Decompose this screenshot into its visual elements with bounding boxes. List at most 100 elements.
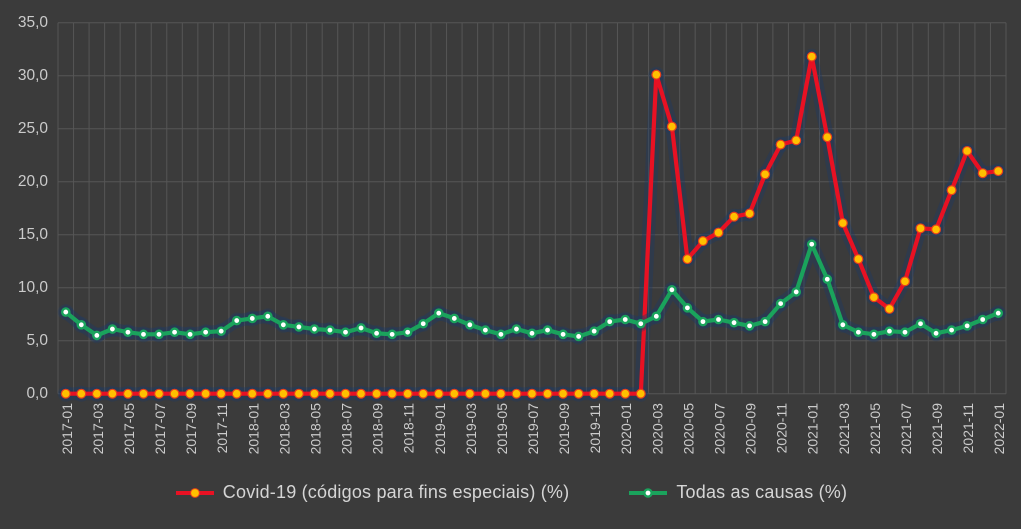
x-axis-tick-label: 2017-01 xyxy=(59,403,75,455)
y-axis-tick-label: 20,0 xyxy=(18,173,49,190)
x-axis-tick-label: 2018-03 xyxy=(276,403,292,455)
x-axis-tick-label: 2017-07 xyxy=(152,403,168,455)
x-axis-tick-label: 2020-05 xyxy=(680,403,696,455)
data-point-marker xyxy=(371,388,382,399)
data-point-marker xyxy=(309,388,320,399)
data-point-marker xyxy=(154,388,165,399)
data-point-marker xyxy=(527,328,537,339)
x-axis-tick-label: 2020-09 xyxy=(743,403,759,455)
data-point-marker xyxy=(682,254,693,265)
data-point-marker xyxy=(682,303,693,313)
data-point-marker xyxy=(853,254,864,265)
x-axis-tick-label: 2020-03 xyxy=(649,403,665,455)
x-axis-tick-label: 2019-05 xyxy=(494,403,510,455)
data-point-marker xyxy=(480,325,491,335)
data-point-marker xyxy=(946,325,957,335)
legend-item-todas: Todas as causas (%) xyxy=(627,482,847,503)
x-axis-tick-label: 2017-03 xyxy=(90,403,106,455)
data-point-marker xyxy=(667,285,677,295)
data-point-marker xyxy=(573,388,584,399)
data-point-marker xyxy=(822,132,833,143)
data-point-marker xyxy=(666,121,677,132)
data-point-marker xyxy=(122,388,133,399)
data-point-marker xyxy=(76,319,87,330)
data-point-marker xyxy=(868,292,879,303)
data-point-marker xyxy=(418,388,429,399)
data-point-marker xyxy=(231,315,242,326)
legend-label-covid: Covid-19 (códigos para fins especiais) (… xyxy=(222,482,570,502)
data-point-marker xyxy=(962,321,972,331)
data-point-marker xyxy=(651,311,662,322)
data-point-marker xyxy=(837,218,848,229)
data-point-marker xyxy=(729,317,739,328)
data-point-marker xyxy=(325,325,335,335)
data-point-marker xyxy=(371,328,382,339)
data-point-marker xyxy=(558,329,568,340)
data-point-marker xyxy=(775,139,786,150)
data-point-marker xyxy=(931,224,942,235)
x-axis-tick-label: 2018-11 xyxy=(401,403,417,454)
y-axis-tick-label: 10,0 xyxy=(18,279,49,296)
data-point-marker xyxy=(806,239,817,250)
data-point-marker xyxy=(200,388,211,399)
data-point-marker xyxy=(915,223,926,234)
data-point-marker xyxy=(107,388,118,399)
data-point-marker xyxy=(558,388,569,399)
data-point-marker xyxy=(744,208,755,219)
data-point-marker xyxy=(169,388,180,399)
data-point-marker xyxy=(278,319,289,330)
x-axis-tick-label: 2019-07 xyxy=(525,403,541,455)
data-point-marker xyxy=(542,388,553,399)
data-point-marker xyxy=(495,388,506,399)
x-axis-tick-label: 2017-05 xyxy=(121,403,137,455)
data-point-marker xyxy=(573,331,584,342)
data-point-marker xyxy=(60,388,71,399)
data-point-marker xyxy=(791,287,801,297)
data-point-marker xyxy=(123,327,133,338)
data-point-marker xyxy=(154,329,164,340)
data-point-marker xyxy=(91,388,102,399)
data-point-marker xyxy=(185,388,196,399)
y-axis-tick-label: 5,0 xyxy=(26,332,48,349)
data-point-marker xyxy=(884,326,895,336)
data-point-marker xyxy=(433,308,444,318)
data-point-marker xyxy=(278,388,289,399)
data-point-marker xyxy=(713,314,724,325)
data-point-marker xyxy=(294,322,304,332)
data-point-marker xyxy=(340,388,351,399)
data-point-marker xyxy=(169,327,180,338)
x-axis-tick-label: 2019-03 xyxy=(463,403,479,455)
data-point-marker xyxy=(293,388,304,399)
data-point-marker xyxy=(324,388,335,399)
data-point-marker xyxy=(744,321,755,331)
data-point-marker xyxy=(713,227,724,238)
x-axis-tick-label: 2017-09 xyxy=(183,403,199,455)
data-point-marker xyxy=(884,303,895,314)
data-point-marker xyxy=(899,276,910,287)
data-point-marker xyxy=(853,327,864,338)
x-axis-tick-label: 2020-11 xyxy=(774,403,790,454)
data-point-marker xyxy=(511,324,522,334)
data-point-marker xyxy=(946,185,957,196)
x-axis-tick-label: 2018-07 xyxy=(339,403,355,455)
covid-series-swatch-icon xyxy=(175,487,214,498)
data-point-marker xyxy=(340,327,351,338)
y-axis-tick-label: 15,0 xyxy=(18,226,49,243)
legend-label-todas: Todas as causas (%) xyxy=(676,482,848,502)
x-axis-tick-label: 2021-11 xyxy=(960,403,976,454)
data-point-marker xyxy=(60,307,71,317)
data-point-marker xyxy=(635,318,646,329)
x-axis-tick-label: 2021-03 xyxy=(836,403,852,455)
data-point-marker xyxy=(402,327,413,338)
x-axis-tick-label: 2018-09 xyxy=(370,403,386,455)
data-point-marker xyxy=(185,329,195,340)
data-point-marker xyxy=(263,311,273,322)
data-point-marker xyxy=(247,388,258,399)
x-axis-tick-label: 2018-05 xyxy=(307,403,323,455)
data-point-marker xyxy=(589,326,599,336)
data-point-marker xyxy=(604,388,615,399)
data-point-marker xyxy=(698,316,708,327)
data-point-marker xyxy=(791,135,802,146)
data-point-marker xyxy=(542,325,553,335)
